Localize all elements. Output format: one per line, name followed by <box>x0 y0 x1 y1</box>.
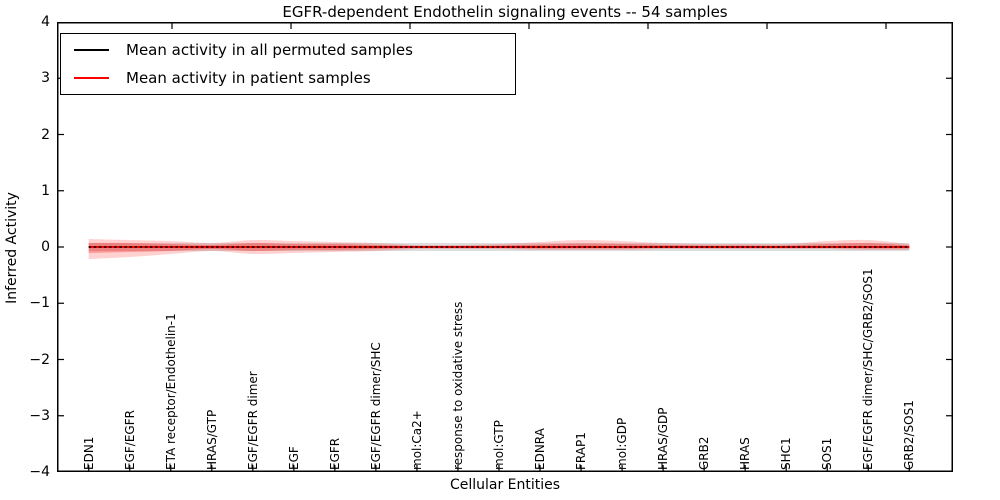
legend-item-patient: Mean activity in patient samples <box>74 66 515 90</box>
x-category-label: EDNRA <box>533 428 548 470</box>
y-tick-label: 3 <box>41 70 50 87</box>
x-category-label: mol:Ca2+ <box>409 410 424 470</box>
x-category-label: EGFR <box>327 437 342 470</box>
x-category-label: HRAS/GTP <box>204 409 219 470</box>
y-tick-label: −2 <box>29 351 50 368</box>
x-category-label: GRB2/SOS1 <box>902 400 917 470</box>
x-category-label: EGF <box>286 446 301 470</box>
legend: Mean activity in all permuted samples Me… <box>60 33 516 95</box>
axes-frame <box>57 22 953 472</box>
x-category-label: GRB2 <box>697 436 712 470</box>
legend-line-patient-icon <box>74 77 109 79</box>
patient-samples-range-outer-band <box>88 239 910 259</box>
x-category-label: EDN1 <box>81 436 96 470</box>
x-axis-label: Cellular Entities <box>449 477 561 493</box>
legend-label-permuted: Mean activity in all permuted samples <box>126 41 413 59</box>
x-category-label: EGF/EGFR dimer <box>245 371 260 470</box>
x-category-label: EGF/EGFR dimer/SHC <box>368 342 383 470</box>
y-tick-label: −1 <box>29 295 50 312</box>
x-category-label: FRAP1 <box>574 432 589 470</box>
x-category-label: EGF/EGFR dimer/SHC/GRB2/SOS1 <box>861 268 876 470</box>
legend-item-permuted: Mean activity in all permuted samples <box>74 38 515 62</box>
x-category-label: HRAS <box>738 437 753 470</box>
x-category-label: HRAS/GDP <box>656 407 671 470</box>
chart-title: EGFR-dependent Endothelin signaling even… <box>282 3 728 21</box>
y-tick-label: −4 <box>29 464 50 480</box>
y-tick-label: 0 <box>41 239 50 255</box>
plot-area <box>57 22 953 472</box>
y-tick-label: 2 <box>41 126 50 143</box>
x-category-label: SHC1 <box>779 437 794 470</box>
legend-line-permuted-icon <box>74 49 109 51</box>
x-category-label: response to oxidative stress <box>450 301 465 470</box>
x-category-label: EGF/EGFR <box>122 410 137 470</box>
x-category-label: mol:GTP <box>492 420 506 470</box>
y-tick-label: 4 <box>41 14 50 30</box>
x-category-label: mol:GDP <box>615 417 630 470</box>
y-tick-label: −3 <box>29 407 50 424</box>
x-category-label: SOS1 <box>820 437 835 470</box>
legend-label-patient: Mean activity in patient samples <box>126 69 371 87</box>
x-category-label: ETA receptor/Endothelin-1 <box>163 313 178 470</box>
y-tick-label: 1 <box>41 182 50 199</box>
